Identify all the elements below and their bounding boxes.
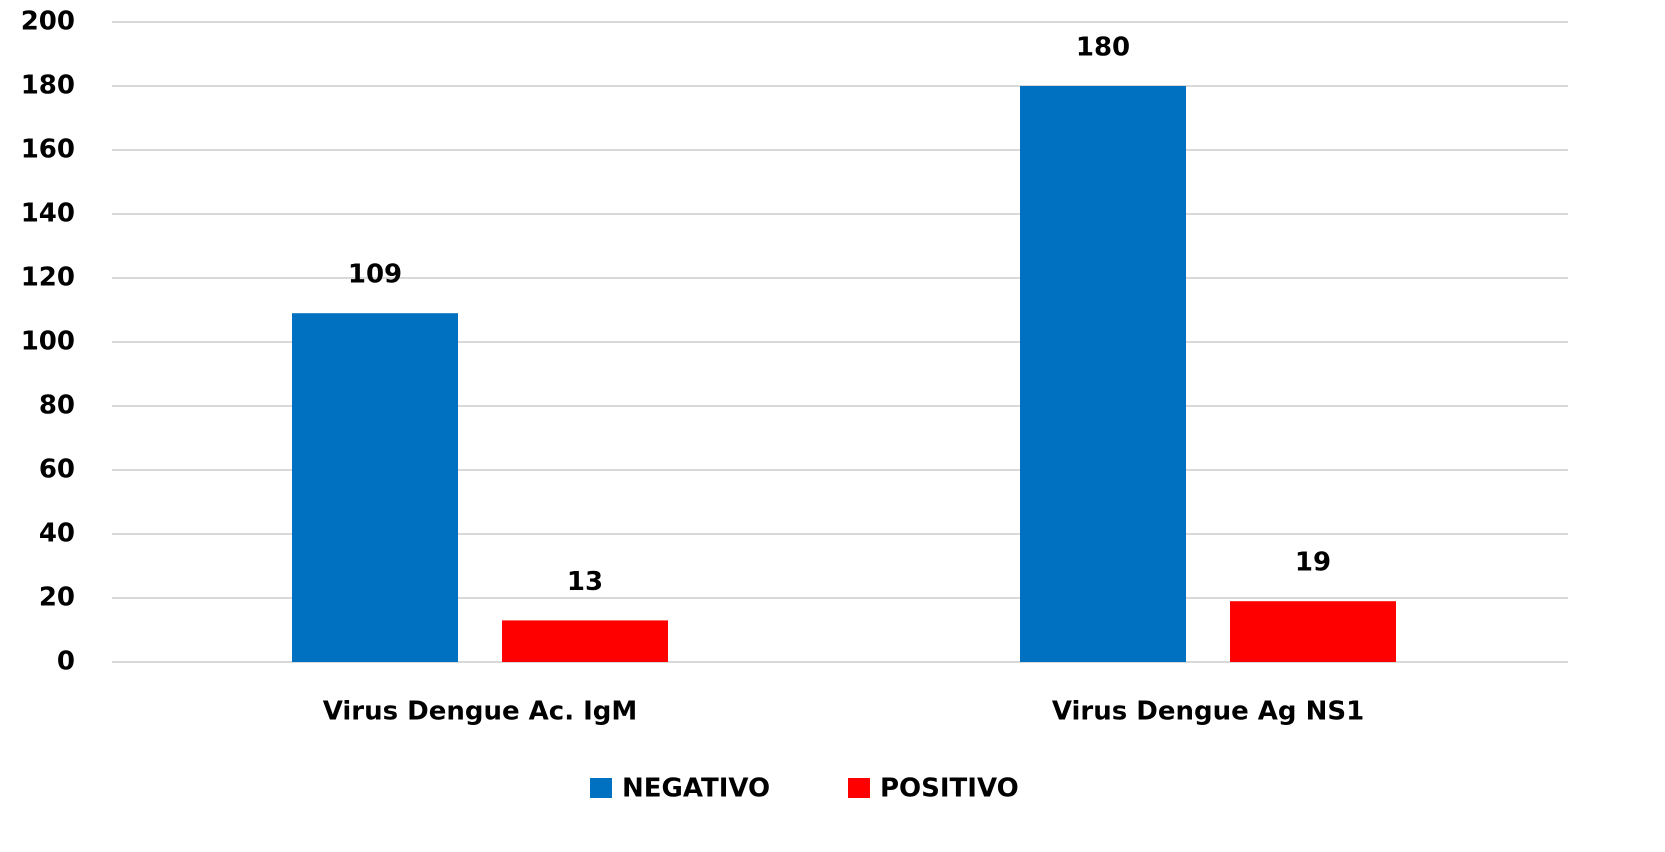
bar (1230, 601, 1396, 662)
y-tick-label: 100 (21, 327, 75, 357)
y-tick-label: 180 (21, 71, 75, 101)
y-tick-label: 160 (21, 135, 75, 165)
y-tick-label: 80 (39, 391, 75, 421)
data-label: 19 (1295, 548, 1331, 578)
y-tick-label: 200 (21, 7, 75, 37)
x-tick-label: Virus Dengue Ag NS1 (1052, 697, 1364, 727)
data-label: 109 (348, 260, 402, 290)
y-tick-label: 140 (21, 199, 75, 229)
legend-label: POSITIVO (880, 774, 1019, 804)
y-tick-label: 120 (21, 263, 75, 293)
y-tick-label: 0 (57, 647, 75, 677)
legend-swatch (590, 778, 612, 798)
data-label: 180 (1076, 33, 1130, 63)
y-tick-label: 40 (39, 519, 75, 549)
x-tick-label: Virus Dengue Ac. IgM (323, 697, 638, 727)
data-label: 13 (567, 567, 603, 597)
bar (292, 313, 458, 662)
bar (502, 620, 668, 662)
legend-swatch (848, 778, 870, 798)
y-tick-label: 60 (39, 455, 75, 485)
y-tick-label: 20 (39, 583, 75, 613)
bar (1020, 86, 1186, 662)
legend-label: NEGATIVO (622, 774, 770, 804)
